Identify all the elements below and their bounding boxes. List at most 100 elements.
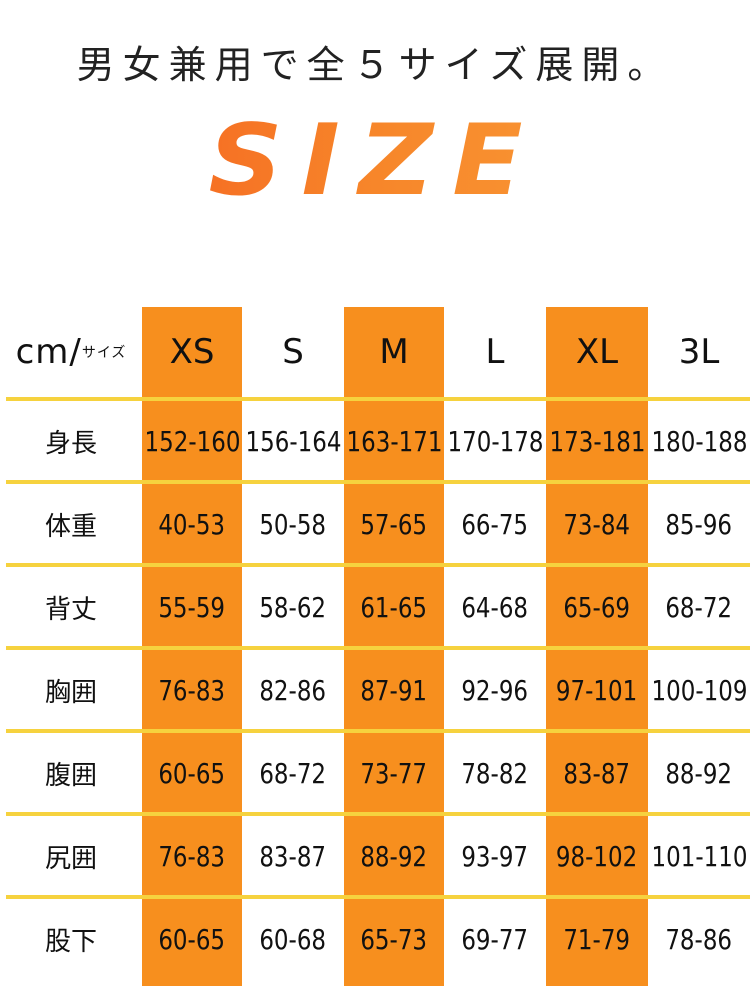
size-header-text: XS <box>169 332 215 372</box>
size-header-l: L <box>444 312 546 392</box>
value-cell: 61-65 <box>344 567 444 647</box>
value-text: 180-188 <box>651 424 747 458</box>
row-label-text: 胸囲 <box>44 677 97 708</box>
value-text: 82-86 <box>259 673 327 707</box>
value-cell: 97-101 <box>546 650 648 730</box>
value-cell: 65-73 <box>344 899 444 979</box>
value-cell: 76-83 <box>142 816 242 896</box>
size-logo: SIZE <box>0 104 750 218</box>
value-cell: 58-62 <box>242 567 344 647</box>
value-text: 61-65 <box>360 590 428 624</box>
value-cell: 88-92 <box>344 816 444 896</box>
row-separator <box>6 812 750 816</box>
size-header-text: L <box>485 332 505 372</box>
row-separator <box>6 729 750 733</box>
value-text: 85-96 <box>665 507 733 541</box>
header-row: cm/サイズ XS S M L XL 3L <box>0 312 750 392</box>
row-label: 体重 <box>0 484 142 564</box>
value-text: 93-97 <box>461 839 529 873</box>
size-header-text: 3L <box>678 332 720 372</box>
table-row: 尻囲 76-83 83-87 88-92 93-97 98-102 101-110 <box>0 816 750 896</box>
size-header-text: M <box>379 332 409 372</box>
value-text: 101-110 <box>651 839 747 873</box>
value-text: 88-92 <box>665 756 733 790</box>
value-text: 55-59 <box>158 590 226 624</box>
value-text: 83-87 <box>259 839 327 873</box>
row-separator <box>6 646 750 650</box>
value-cell: 87-91 <box>344 650 444 730</box>
value-cell: 78-86 <box>648 899 750 979</box>
value-cell: 57-65 <box>344 484 444 564</box>
value-cell: 50-58 <box>242 484 344 564</box>
value-text: 152-160 <box>144 424 240 458</box>
value-text: 71-79 <box>563 922 631 956</box>
value-cell: 98-102 <box>546 816 648 896</box>
value-text: 60-65 <box>158 756 226 790</box>
size-header-xl: XL <box>546 312 648 392</box>
size-label: サイズ <box>81 345 127 361</box>
table-row: 腹囲 60-65 68-72 73-77 78-82 83-87 88-92 <box>0 733 750 813</box>
value-cell: 180-188 <box>648 401 750 481</box>
corner-cell: cm/サイズ <box>0 312 142 392</box>
size-header-m: M <box>344 312 444 392</box>
value-cell: 68-72 <box>648 567 750 647</box>
value-text: 60-65 <box>158 922 226 956</box>
value-text: 66-75 <box>461 507 529 541</box>
row-label: 胸囲 <box>0 650 142 730</box>
value-text: 78-82 <box>461 756 529 790</box>
value-text: 68-72 <box>259 756 327 790</box>
value-text: 100-109 <box>651 673 747 707</box>
value-cell: 66-75 <box>444 484 546 564</box>
value-text: 88-92 <box>360 839 428 873</box>
value-cell: 88-92 <box>648 733 750 813</box>
row-separator <box>6 895 750 899</box>
value-cell: 60-65 <box>142 733 242 813</box>
value-text: 73-84 <box>563 507 631 541</box>
value-text: 65-69 <box>563 590 631 624</box>
value-text: 57-65 <box>360 507 428 541</box>
value-cell: 60-65 <box>142 899 242 979</box>
size-header-xs: XS <box>142 312 242 392</box>
value-text: 76-83 <box>158 839 226 873</box>
value-text: 73-77 <box>360 756 428 790</box>
value-cell: 68-72 <box>242 733 344 813</box>
subtitle: 男女兼用で全５サイズ展開。 <box>76 43 674 87</box>
value-cell: 173-181 <box>546 401 648 481</box>
value-cell: 101-110 <box>648 816 750 896</box>
value-text: 60-68 <box>259 922 327 956</box>
unit-label: cm/ <box>15 332 82 372</box>
size-header-text: XL <box>575 332 619 372</box>
value-text: 156-164 <box>245 424 341 458</box>
value-cell: 83-87 <box>546 733 648 813</box>
value-text: 78-86 <box>665 922 733 956</box>
value-cell: 40-53 <box>142 484 242 564</box>
value-text: 170-178 <box>447 424 543 458</box>
value-text: 58-62 <box>259 590 327 624</box>
row-label-text: 尻囲 <box>44 843 97 874</box>
row-separator <box>6 397 750 401</box>
row-label: 股下 <box>0 899 142 979</box>
value-text: 87-91 <box>360 673 428 707</box>
value-text: 173-181 <box>549 424 645 458</box>
value-cell: 152-160 <box>142 401 242 481</box>
value-cell: 76-83 <box>142 650 242 730</box>
value-text: 98-102 <box>556 839 638 873</box>
row-label-text: 背丈 <box>44 594 97 625</box>
value-cell: 55-59 <box>142 567 242 647</box>
value-text: 97-101 <box>556 673 638 707</box>
size-header-3l: 3L <box>648 312 750 392</box>
value-text: 65-73 <box>360 922 428 956</box>
value-text: 76-83 <box>158 673 226 707</box>
value-cell: 65-69 <box>546 567 648 647</box>
row-label-text: 身長 <box>44 428 97 459</box>
value-text: 40-53 <box>158 507 226 541</box>
value-cell: 100-109 <box>648 650 750 730</box>
value-cell: 71-79 <box>546 899 648 979</box>
value-cell: 93-97 <box>444 816 546 896</box>
row-label: 腹囲 <box>0 733 142 813</box>
row-label-text: 腹囲 <box>44 760 97 791</box>
value-cell: 85-96 <box>648 484 750 564</box>
value-cell: 64-68 <box>444 567 546 647</box>
value-text: 163-171 <box>346 424 442 458</box>
table-row: 体重 40-53 50-58 57-65 66-75 73-84 85-96 <box>0 484 750 564</box>
